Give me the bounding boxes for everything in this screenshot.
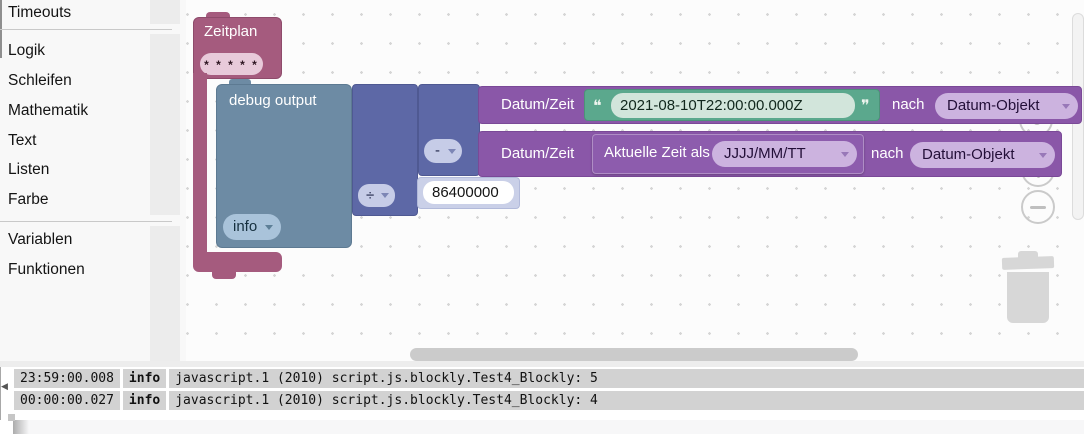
log-message: javascript.1 (2010) script.js.blockly.Te… — [169, 391, 1084, 410]
chevron-down-icon — [841, 151, 849, 157]
number-block[interactable]: 86400000 — [417, 177, 520, 209]
toolbox-scroll-track[interactable] — [150, 0, 180, 362]
divide-block[interactable]: ÷ — [352, 84, 418, 216]
log-message: javascript.1 (2010) script.js.blockly.Te… — [169, 369, 1084, 388]
divide-operator-dropdown[interactable]: ÷ — [358, 184, 395, 207]
chevron-down-icon — [1062, 103, 1070, 109]
toolbox-category-text[interactable]: Text — [8, 132, 37, 149]
schedule-block-foot[interactable] — [193, 252, 282, 272]
toolbox-category-logik[interactable]: Logik — [8, 42, 46, 59]
log-panel-bottom-area — [13, 420, 1084, 434]
time-format-value: JJJJ/MM/TT — [724, 145, 806, 162]
workspace-horizontal-scrollbar[interactable] — [410, 348, 858, 361]
debug-block-label: debug output — [229, 92, 317, 109]
debug-output-block[interactable]: debug output info — [216, 84, 352, 248]
toolbox-category-schleifen[interactable]: Schleifen — [8, 72, 72, 89]
toolbox-separator — [0, 29, 172, 30]
subtract-block[interactable]: - — [418, 84, 480, 176]
toolbox-category-funktionen[interactable]: Funktionen — [8, 261, 85, 278]
subtract-operator-value: - — [435, 142, 440, 159]
number-field[interactable]: 86400000 — [423, 181, 514, 204]
toolbox-group-gap — [150, 215, 180, 226]
toolbox-category-timeouts[interactable]: Timeouts — [8, 4, 72, 21]
log-timestamp: 00:00:00.027 — [14, 391, 120, 410]
trash-lid[interactable] — [1001, 256, 1055, 270]
trash-body[interactable] — [1007, 272, 1049, 323]
schedule-block-bottom-notch — [212, 272, 236, 279]
log-row: 23:59:00.008 info javascript.1 (2010) sc… — [14, 369, 1084, 388]
target-type-value: Datum-Objekt — [922, 146, 1015, 163]
subtract-operator-dropdown[interactable]: - — [424, 139, 462, 163]
nach-label: nach — [892, 96, 925, 113]
schedule-block-label: Zeitplan — [204, 23, 258, 40]
close-quote-icon: ❞ — [861, 98, 870, 115]
open-quote-icon: ❝ — [593, 98, 602, 115]
time-format-dropdown[interactable]: JJJJ/MM/TT — [712, 141, 857, 167]
schedule-block[interactable]: Zeitplan * * * * * — [193, 17, 282, 79]
toolbox-category-farbe[interactable]: Farbe — [8, 191, 49, 208]
chevron-down-icon — [265, 224, 273, 230]
schedule-block-spine[interactable] — [193, 73, 207, 256]
log-level-dropdown[interactable]: info — [223, 214, 281, 240]
log-row: 00:00:00.027 info javascript.1 (2010) sc… — [14, 391, 1084, 410]
log-timestamp: 23:59:00.008 — [14, 369, 120, 388]
toolbox-separator — [0, 221, 172, 222]
log-level-value: info — [233, 218, 258, 235]
string-field[interactable]: 2021-08-10T22:00:00.000Z — [611, 93, 855, 118]
target-type-dropdown[interactable]: Datum-Objekt — [910, 142, 1055, 168]
nach-label: nach — [871, 145, 904, 162]
divide-operator-value: ÷ — [366, 187, 375, 204]
current-time-label: Aktuelle Zeit als — [604, 144, 710, 161]
target-type-value: Datum-Objekt — [947, 97, 1040, 114]
chevron-down-icon — [381, 193, 389, 198]
current-time-block[interactable]: Aktuelle Zeit als JJJJ/MM/TT — [592, 134, 864, 174]
chevron-down-icon — [1039, 152, 1047, 158]
toolbox-category-mathematik[interactable]: Mathematik — [8, 102, 89, 119]
string-block[interactable]: ❝ 2021-08-10T22:00:00.000Z ❞ — [584, 89, 880, 121]
target-type-dropdown[interactable]: Datum-Objekt — [935, 93, 1078, 119]
minus-hbar — [1030, 205, 1046, 209]
zoom-out-icon[interactable] — [1021, 190, 1055, 224]
log-severity-badge: info — [122, 369, 167, 388]
trash-icon[interactable] — [1018, 251, 1038, 258]
workspace-bottom-edge — [0, 361, 1084, 367]
log-splitter-collapse-icon[interactable]: ◀ — [1, 381, 8, 391]
datetime-convert-label: Datum/Zeit — [501, 96, 575, 113]
schedule-block-top-notch — [206, 12, 230, 20]
blockly-toolbox: Timeouts Logik Schleifen Mathematik Text… — [0, 0, 186, 362]
log-scroll-nub[interactable] — [8, 414, 15, 421]
cron-field[interactable]: * * * * * — [200, 53, 263, 75]
toolbox-category-variablen[interactable]: Variablen — [8, 231, 73, 248]
log-panel-left-edge — [0, 367, 1, 420]
debug-block-top-notch — [229, 79, 251, 85]
log-severity-badge: info — [122, 391, 167, 410]
chevron-down-icon — [448, 148, 456, 154]
datetime-now-label: Datum/Zeit — [501, 145, 575, 162]
log-panel-bottom-shadow — [13, 420, 29, 434]
toolbox-category-listen[interactable]: Listen — [8, 161, 50, 178]
